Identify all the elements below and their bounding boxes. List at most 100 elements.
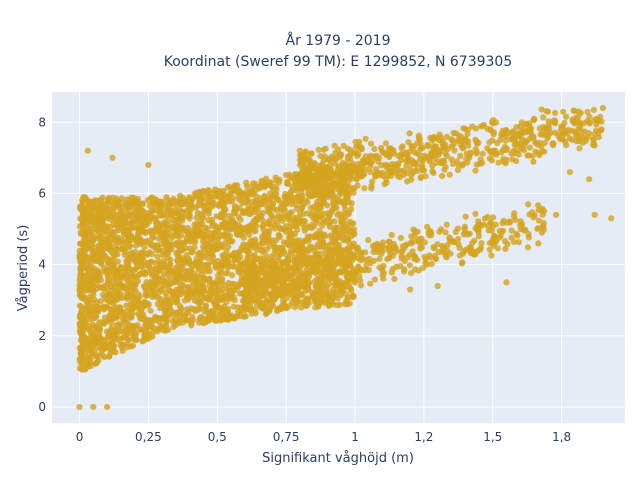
data-point (188, 249, 196, 256)
data-point (342, 265, 349, 272)
data-point (511, 210, 518, 217)
y-tick-label: 8 (38, 115, 46, 129)
data-point (79, 212, 86, 219)
data-point (368, 158, 376, 165)
data-point (186, 213, 193, 220)
data-point (82, 323, 89, 331)
data-point (421, 152, 428, 159)
data-point (77, 267, 85, 274)
data-point (343, 193, 350, 200)
data-point (288, 198, 295, 205)
data-point (510, 238, 518, 245)
data-point (123, 257, 130, 264)
data-point (494, 245, 501, 252)
data-point (378, 250, 385, 257)
data-point (231, 250, 238, 257)
data-point (398, 156, 405, 163)
data-point (365, 237, 372, 244)
data-point (389, 252, 396, 259)
data-point (508, 227, 515, 234)
data-point (320, 266, 327, 273)
data-point (312, 191, 319, 198)
data-point (535, 225, 542, 232)
data-point (181, 213, 188, 220)
data-point (318, 175, 325, 182)
data-point (123, 244, 130, 251)
data-point (140, 228, 147, 236)
data-point (91, 216, 98, 223)
data-point (291, 214, 298, 221)
data-point (443, 221, 450, 228)
data-point (307, 204, 314, 211)
data-point (244, 260, 251, 267)
data-point (590, 106, 598, 113)
data-point (85, 278, 92, 285)
data-point (165, 246, 172, 253)
data-point (97, 298, 104, 305)
data-point (305, 190, 312, 197)
data-point (79, 199, 86, 206)
data-point (148, 229, 155, 236)
data-point (285, 216, 292, 223)
data-point (221, 205, 228, 212)
data-point (249, 261, 257, 268)
data-point (308, 255, 315, 262)
data-point (566, 169, 574, 176)
data-point (313, 216, 320, 223)
data-point (166, 288, 173, 295)
data-point (276, 176, 283, 183)
data-point (227, 190, 234, 197)
data-point (281, 226, 288, 233)
data-point (157, 203, 164, 210)
data-point (132, 280, 139, 287)
data-point (454, 166, 462, 174)
data-point (373, 169, 380, 176)
data-point (332, 256, 339, 263)
data-point (526, 135, 533, 142)
data-point (116, 327, 123, 334)
data-point (236, 290, 243, 297)
data-point (486, 139, 493, 146)
data-point (233, 229, 240, 236)
data-point (184, 225, 191, 232)
data-point (141, 331, 148, 338)
data-point (340, 142, 347, 149)
data-point (515, 132, 522, 140)
data-point (149, 285, 156, 293)
data-point (246, 231, 253, 238)
data-point (230, 314, 237, 322)
data-point (508, 150, 515, 157)
data-point (477, 156, 484, 163)
data-point (243, 224, 250, 231)
data-point (422, 173, 429, 180)
y-tick-label: 0 (38, 400, 46, 414)
data-point (425, 229, 432, 236)
data-point (411, 232, 418, 239)
data-point (119, 220, 126, 227)
data-point (488, 119, 496, 126)
data-point (406, 130, 413, 137)
data-point (486, 155, 493, 162)
data-point (273, 187, 280, 194)
data-point (518, 128, 525, 135)
data-point (503, 156, 510, 163)
data-point (218, 265, 225, 272)
data-point (185, 308, 192, 315)
data-point (466, 230, 473, 237)
data-point (126, 201, 133, 208)
data-point (94, 267, 101, 274)
data-point (116, 216, 123, 223)
data-point (330, 155, 337, 162)
data-point (348, 293, 355, 300)
data-point (323, 285, 330, 292)
data-point (268, 265, 275, 272)
data-point (194, 209, 201, 217)
data-point (271, 247, 278, 254)
data-point (432, 148, 439, 155)
data-point (369, 178, 376, 185)
data-point (556, 135, 564, 143)
data-point (239, 244, 246, 251)
data-point (135, 291, 142, 298)
x-tick-label: 0,5 (208, 430, 227, 444)
data-point (388, 231, 395, 239)
